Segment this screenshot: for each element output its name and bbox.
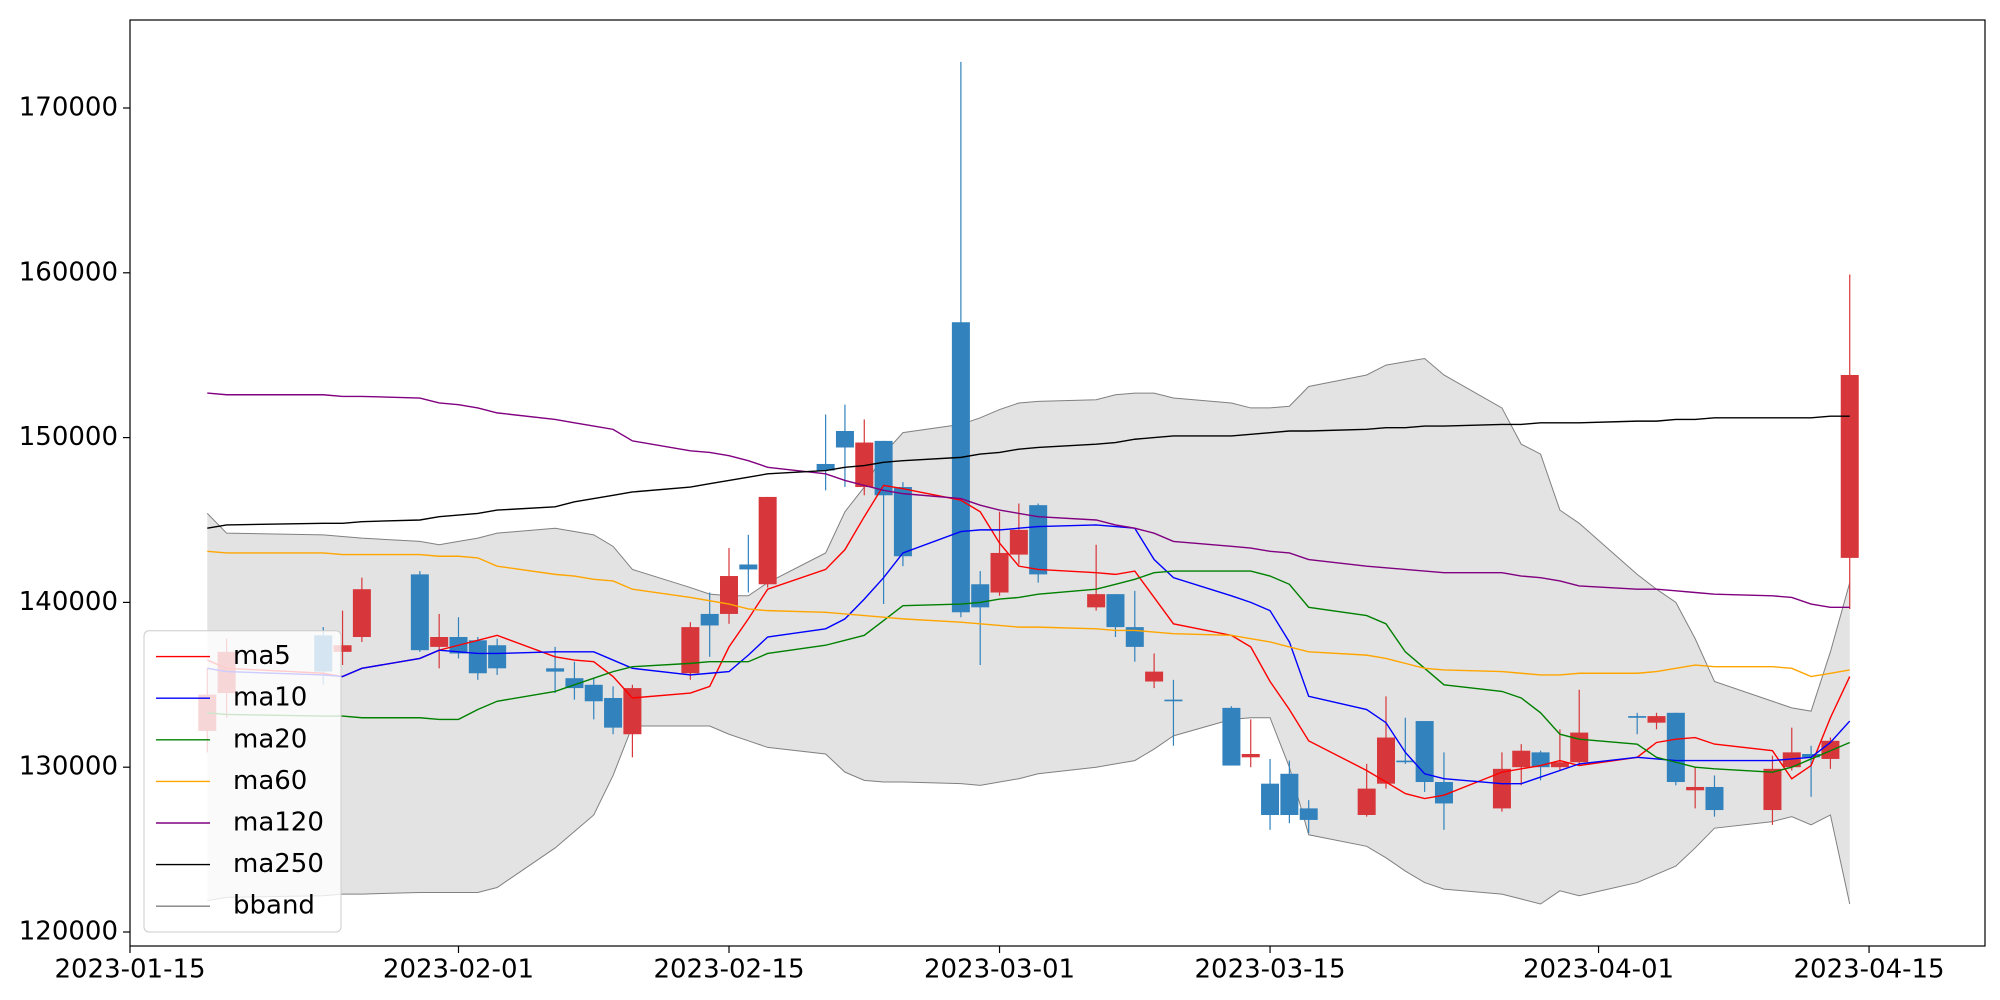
candle-body <box>546 668 565 672</box>
candle-body <box>1222 707 1241 766</box>
x-tick-label: 2023-04-01 <box>1523 955 1674 985</box>
candle-body <box>1782 752 1801 768</box>
ma-line <box>207 392 1850 609</box>
candle-body <box>874 440 893 496</box>
candle-body <box>1280 773 1299 815</box>
candle-body <box>1840 374 1859 558</box>
y-tick-label: 150000 <box>19 422 118 452</box>
x-tick-label: 2023-01-15 <box>54 955 205 985</box>
x-tick-label: 2023-03-01 <box>924 955 1075 985</box>
candle-body <box>1415 721 1434 783</box>
legend-label: ma60 <box>233 766 307 796</box>
candle-body <box>1763 768 1782 811</box>
legend-label: bband <box>233 891 315 921</box>
candle-body <box>816 463 835 471</box>
y-tick-label: 140000 <box>19 587 118 617</box>
candle-body <box>1261 783 1280 815</box>
candle-body <box>758 496 777 585</box>
candle-body <box>1087 594 1106 608</box>
x-tick-label: 2023-02-01 <box>383 955 534 985</box>
ma-line <box>207 415 1850 529</box>
candle-body <box>1512 750 1531 768</box>
x-tick-label: 2023-04-15 <box>1794 955 1945 985</box>
candle-body <box>1009 529 1028 555</box>
plot-frame <box>129 19 1986 947</box>
legend-label: ma20 <box>233 724 307 754</box>
candle-body <box>1106 594 1125 628</box>
candle-body <box>1705 786 1724 811</box>
ma-line <box>207 550 1850 678</box>
candle-body <box>1628 716 1647 718</box>
candle-body <box>855 442 874 488</box>
legend-label: ma120 <box>233 808 324 838</box>
candle-body <box>352 589 371 638</box>
candle-body <box>1145 671 1164 682</box>
candle-body <box>488 645 507 669</box>
candle-body <box>700 613 719 626</box>
candle-body <box>739 564 758 570</box>
y-tick-label: 160000 <box>19 257 118 287</box>
candle-body <box>1029 505 1048 575</box>
candle-body <box>1125 627 1144 647</box>
y-tick-label: 130000 <box>19 752 118 782</box>
ma-line <box>207 484 1851 800</box>
x-tick-label: 2023-02-15 <box>653 955 804 985</box>
candle-body <box>893 487 912 557</box>
candle-body <box>720 576 739 614</box>
y-tick-label: 120000 <box>19 916 118 946</box>
bband-lower <box>207 717 1851 905</box>
legend-box <box>143 630 342 933</box>
candle-body <box>410 574 429 651</box>
candle-body <box>1531 752 1550 768</box>
legend-label: ma10 <box>233 683 307 713</box>
candle-body <box>990 552 1009 593</box>
candle-body <box>951 322 970 613</box>
candle-body <box>1647 716 1666 723</box>
candle-body <box>1376 737 1395 784</box>
candle-body <box>835 431 854 448</box>
bband-area <box>207 358 1850 904</box>
bband-upper <box>206 357 1851 712</box>
candle-body <box>1396 760 1415 763</box>
candle-body <box>1686 786 1705 791</box>
candle-body <box>468 640 487 674</box>
candle-body <box>430 637 449 647</box>
candle-body <box>1357 788 1376 815</box>
candle-body <box>1802 754 1821 758</box>
ma-line <box>207 524 1851 785</box>
candle-body <box>333 645 352 652</box>
candle-body <box>1164 699 1183 702</box>
candle-body <box>1821 740 1840 759</box>
candle-body <box>565 678 584 689</box>
candle-body <box>604 697 623 728</box>
candle-body <box>1241 754 1260 758</box>
candle-body <box>681 627 700 674</box>
plot <box>198 61 1859 905</box>
candle-body <box>584 684 603 702</box>
candle-body <box>971 584 990 608</box>
legend-label: ma250 <box>233 849 324 879</box>
candle-body <box>1434 782 1453 804</box>
ma-line <box>207 570 1851 773</box>
candle-body <box>1550 762 1569 768</box>
y-tick-label: 170000 <box>19 93 118 123</box>
candle-body <box>1299 808 1318 820</box>
x-tick-label: 2023-03-15 <box>1194 955 1345 985</box>
candle-body <box>1492 768 1511 809</box>
legend-label: ma5 <box>233 641 291 671</box>
candle-body <box>1666 712 1685 783</box>
candle-body <box>623 688 642 735</box>
